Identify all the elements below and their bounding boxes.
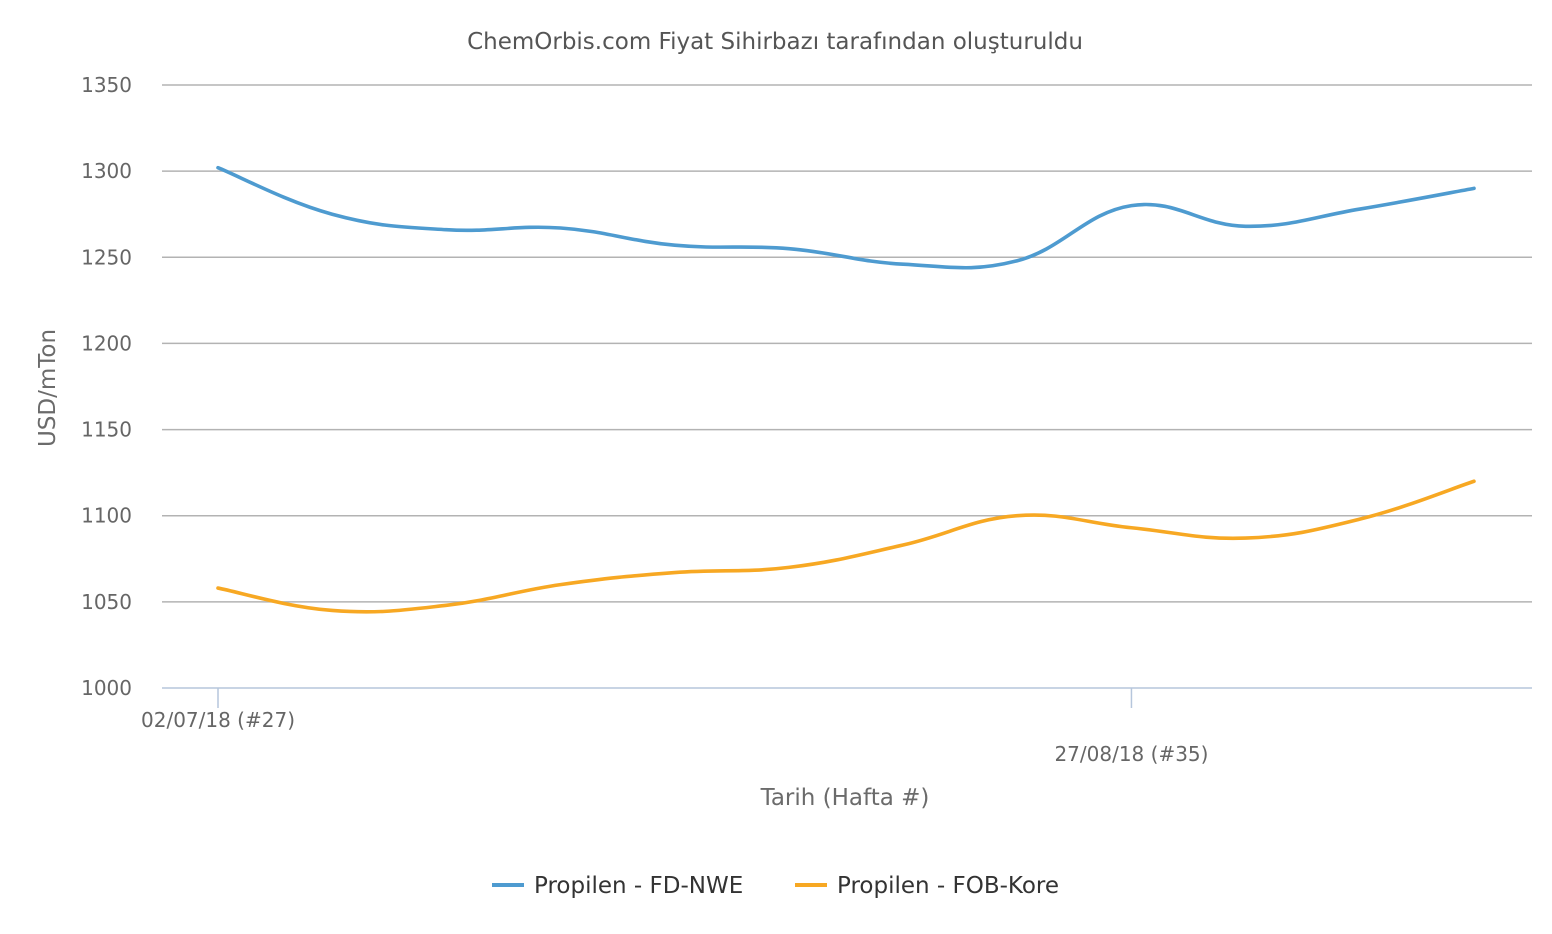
y-tick-label-1200: 1200 [81,331,132,355]
y-tick-label-1100: 1100 [81,504,132,528]
y-tick-label-1300: 1300 [81,159,132,183]
legend-label-1: Propilen - FD-NWE [534,873,743,899]
x-tick-label: 27/08/18 (#35) [1054,742,1208,766]
series-lines [216,165,1476,614]
y-tick-label-1250: 1250 [81,245,132,269]
x-tick-label: 02/07/18 (#27) [141,708,295,732]
series-line-1 [216,165,1476,270]
gridlines [162,84,1532,603]
y-tick-label-1050: 1050 [81,590,132,614]
chart-title: ChemOrbis.com Fiyat Sihirbazı tarafından… [467,29,1083,55]
x-axis: 02/07/18 (#27) 27/08/18 (#35) [141,687,1532,766]
y-tick-label-1350: 1350 [81,73,132,97]
y-tick-label-1000: 1000 [81,676,132,700]
y-axis-tick-labels: 1000 1050 1100 1150 1200 1250 1300 1350 [81,73,132,700]
x-axis-title: Tarih (Hafta #) [760,785,930,811]
series-line-2 [216,479,1476,614]
y-axis-title: USD/mTon [35,329,61,447]
legend-label-2: Propilen - FOB-Kore [837,873,1059,899]
y-tick-label-1150: 1150 [81,418,132,442]
legend: Propilen - FD-NWE Propilen - FOB-Kore [492,873,1059,899]
